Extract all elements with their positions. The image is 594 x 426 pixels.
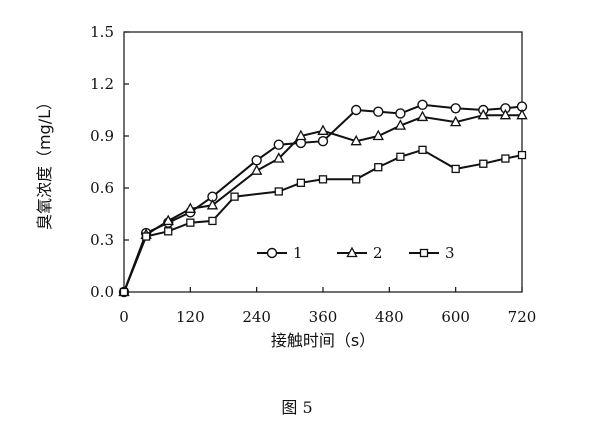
legend-1-marker bbox=[266, 247, 278, 259]
y-axis-title: 臭氧浓度（mg/L） bbox=[35, 94, 54, 230]
series-3-point bbox=[501, 154, 510, 163]
x-tick-label: 720 bbox=[508, 308, 537, 326]
series-3-point bbox=[274, 187, 283, 196]
ozone-concentration-chart: 0.0 0.3 0.6 0.9 1.2 1.5 0 120 240 360 480 600 720 1… bbox=[35, 23, 536, 350]
x-tick-label: 600 bbox=[441, 308, 470, 326]
series-1-point bbox=[317, 135, 329, 147]
series-3-point bbox=[296, 178, 306, 187]
series-3-point bbox=[517, 150, 527, 160]
legend: 1 2 3 bbox=[257, 244, 455, 262]
y-tick-label: 0.9 bbox=[90, 127, 114, 145]
series-3-point bbox=[141, 232, 151, 241]
series-3-point bbox=[230, 192, 239, 201]
x-tick-label: 480 bbox=[375, 308, 404, 326]
series-3-point bbox=[374, 163, 383, 172]
x-tick-label: 240 bbox=[242, 308, 271, 326]
series-2-point bbox=[417, 111, 428, 122]
series-3-point bbox=[479, 159, 488, 168]
y-axis: 0.0 0.3 0.6 0.9 1.2 1.5 bbox=[90, 23, 129, 301]
series-3-point bbox=[352, 175, 361, 184]
series-3-point bbox=[418, 145, 427, 155]
x-tick-label: 120 bbox=[176, 308, 205, 326]
legend-1-label: 1 bbox=[293, 244, 303, 262]
series-3-point bbox=[208, 216, 217, 226]
series-3-point bbox=[451, 164, 460, 174]
series-1-point bbox=[373, 106, 384, 117]
x-axis: 0 120 240 360 480 600 720 bbox=[119, 287, 536, 326]
series-1-point bbox=[273, 139, 284, 150]
series-2-point bbox=[317, 125, 329, 135]
x-tick-label: 360 bbox=[309, 308, 338, 326]
series-1-point bbox=[251, 155, 262, 166]
y-tick-label: 0.0 bbox=[90, 283, 114, 301]
legend-2-label: 2 bbox=[373, 244, 383, 262]
series-3-point bbox=[396, 152, 405, 161]
plot-frame bbox=[123, 31, 523, 293]
series-3-point bbox=[186, 218, 195, 227]
series-1-point bbox=[350, 104, 362, 116]
x-tick-label: 0 bbox=[119, 308, 129, 326]
series-3-point bbox=[119, 287, 129, 297]
y-tick-label: 0.6 bbox=[90, 179, 114, 197]
series-1-point bbox=[417, 99, 428, 111]
y-tick-label: 1.5 bbox=[90, 23, 114, 41]
series-3-line bbox=[123, 148, 523, 293]
series-1-point bbox=[395, 108, 406, 119]
legend-3-label: 3 bbox=[445, 244, 455, 262]
x-axis-title: 接触时间（s） bbox=[271, 331, 375, 350]
series-3-point bbox=[164, 227, 173, 236]
legend-3-marker bbox=[419, 248, 429, 258]
series-layer bbox=[118, 99, 528, 298]
series-3-point bbox=[318, 175, 328, 184]
y-tick-label: 0.3 bbox=[90, 231, 114, 249]
figure-caption: 图 5 bbox=[281, 398, 313, 417]
series-1-point bbox=[450, 103, 461, 114]
y-tick-label: 1.2 bbox=[90, 75, 114, 93]
